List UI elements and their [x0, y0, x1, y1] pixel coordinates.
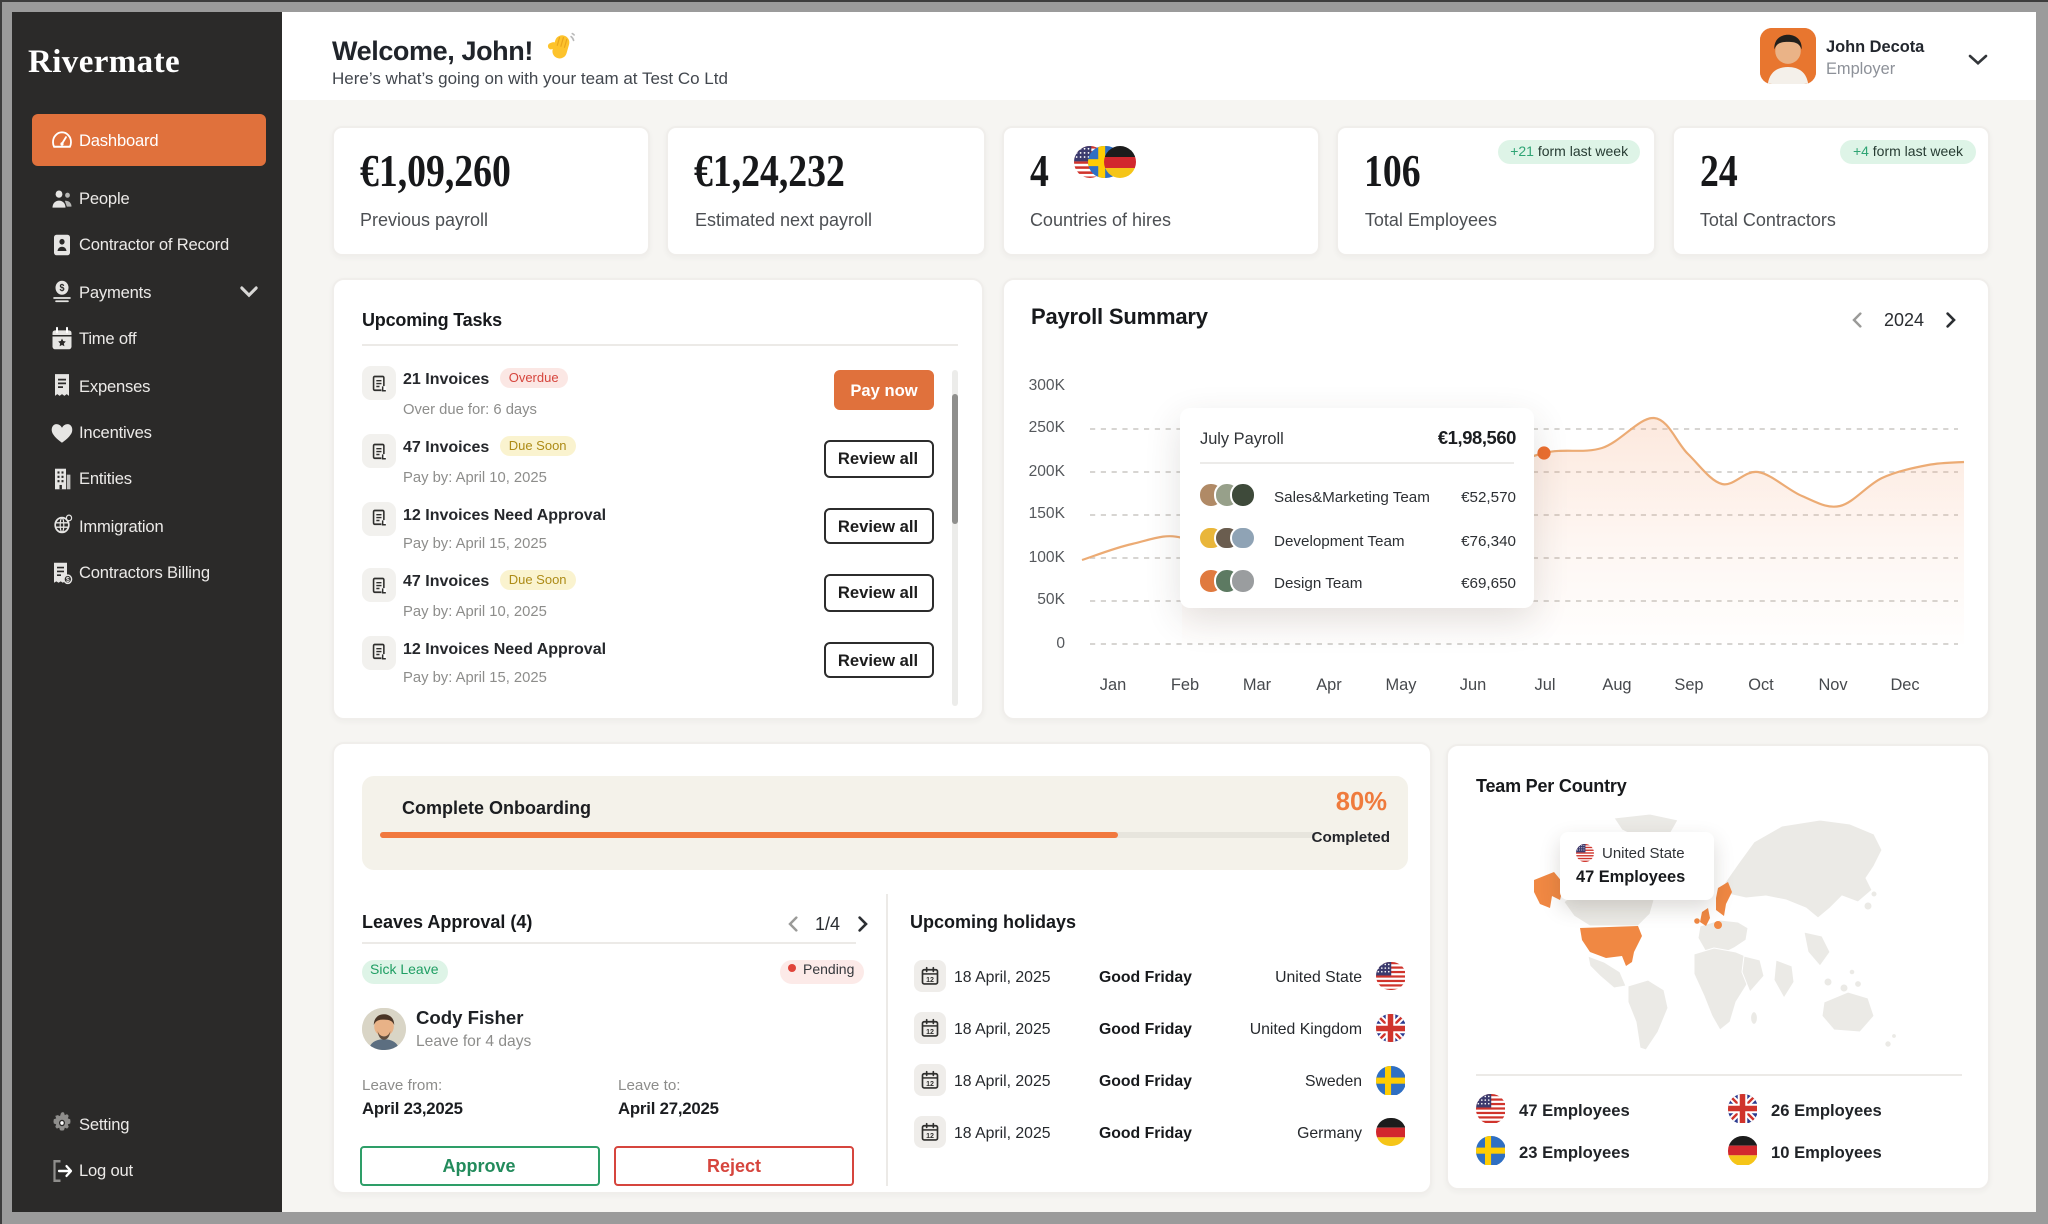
svg-text:12: 12 — [925, 975, 933, 983]
svg-text:$: $ — [58, 283, 64, 293]
svg-text:12: 12 — [925, 1080, 933, 1088]
svg-text:$: $ — [65, 576, 69, 583]
svg-text:12: 12 — [925, 1131, 933, 1139]
svg-text:12: 12 — [925, 1027, 933, 1035]
